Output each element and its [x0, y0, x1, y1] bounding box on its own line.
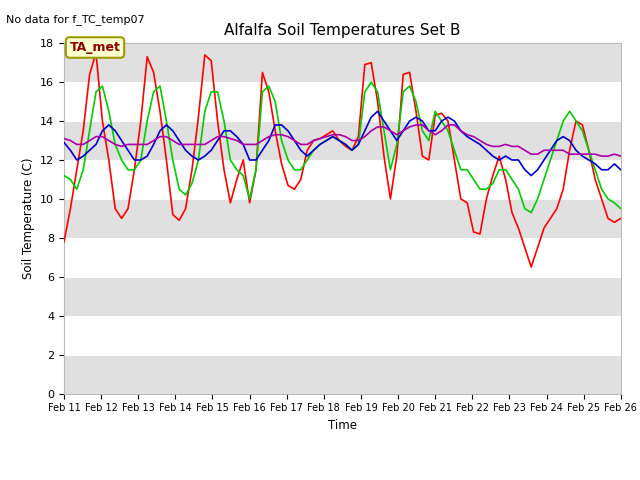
Bar: [64, 355, 621, 394]
Bar: [64, 277, 621, 316]
Bar: [64, 238, 621, 277]
Legend: -2cm, -8cm, -16cm, -32cm: -2cm, -8cm, -16cm, -32cm: [174, 477, 511, 480]
Bar: [64, 121, 621, 160]
Title: Alfalfa Soil Temperatures Set B: Alfalfa Soil Temperatures Set B: [224, 23, 461, 38]
Bar: [64, 82, 621, 121]
Bar: [64, 316, 621, 355]
Bar: [64, 43, 621, 82]
Text: No data for f_TC_temp07: No data for f_TC_temp07: [6, 14, 145, 25]
Bar: [64, 160, 621, 199]
Y-axis label: Soil Temperature (C): Soil Temperature (C): [22, 157, 35, 279]
Text: TA_met: TA_met: [70, 41, 120, 54]
X-axis label: Time: Time: [328, 419, 357, 432]
Bar: [64, 199, 621, 238]
